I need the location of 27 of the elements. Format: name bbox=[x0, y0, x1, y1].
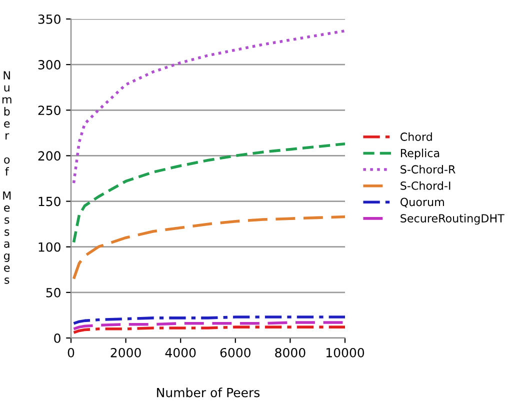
line-series bbox=[72, 321, 345, 330]
x-tick-label: 10000 bbox=[326, 348, 364, 358]
y-tick-label: 300 bbox=[38, 60, 60, 70]
legend-label: SecureRoutingDHT bbox=[400, 214, 504, 225]
y-tick-label: 150 bbox=[38, 196, 60, 206]
legend-label: S-Chord-R bbox=[400, 164, 456, 174]
line-series bbox=[72, 29, 345, 184]
x-tick-label: 0 bbox=[68, 348, 74, 358]
legend-label: Quorum bbox=[400, 198, 444, 208]
x-tick-label: 4000 bbox=[165, 348, 196, 358]
y-tick-label: 250 bbox=[38, 106, 60, 116]
legend-label: S-Chord-I bbox=[400, 181, 450, 190]
y-tick-label: 200 bbox=[38, 151, 60, 161]
legend-label: Chord bbox=[400, 132, 432, 141]
x-axis-title: Number of Peers bbox=[157, 388, 260, 398]
y-tick-label: 0 bbox=[54, 333, 60, 343]
x-tick-label: 8000 bbox=[275, 348, 306, 358]
line-series bbox=[72, 215, 345, 280]
x-tick-label: 6000 bbox=[220, 348, 250, 358]
y-tick-label: 100 bbox=[38, 242, 60, 252]
y-tick-label: 350 bbox=[38, 14, 60, 24]
y-tick-label: 50 bbox=[46, 288, 60, 298]
legend-label: Replica bbox=[400, 148, 440, 160]
text: Number of Messages bbox=[2, 71, 12, 284]
x-tick-label: 2000 bbox=[110, 348, 141, 358]
line-series bbox=[72, 316, 345, 325]
line-series bbox=[72, 142, 345, 244]
